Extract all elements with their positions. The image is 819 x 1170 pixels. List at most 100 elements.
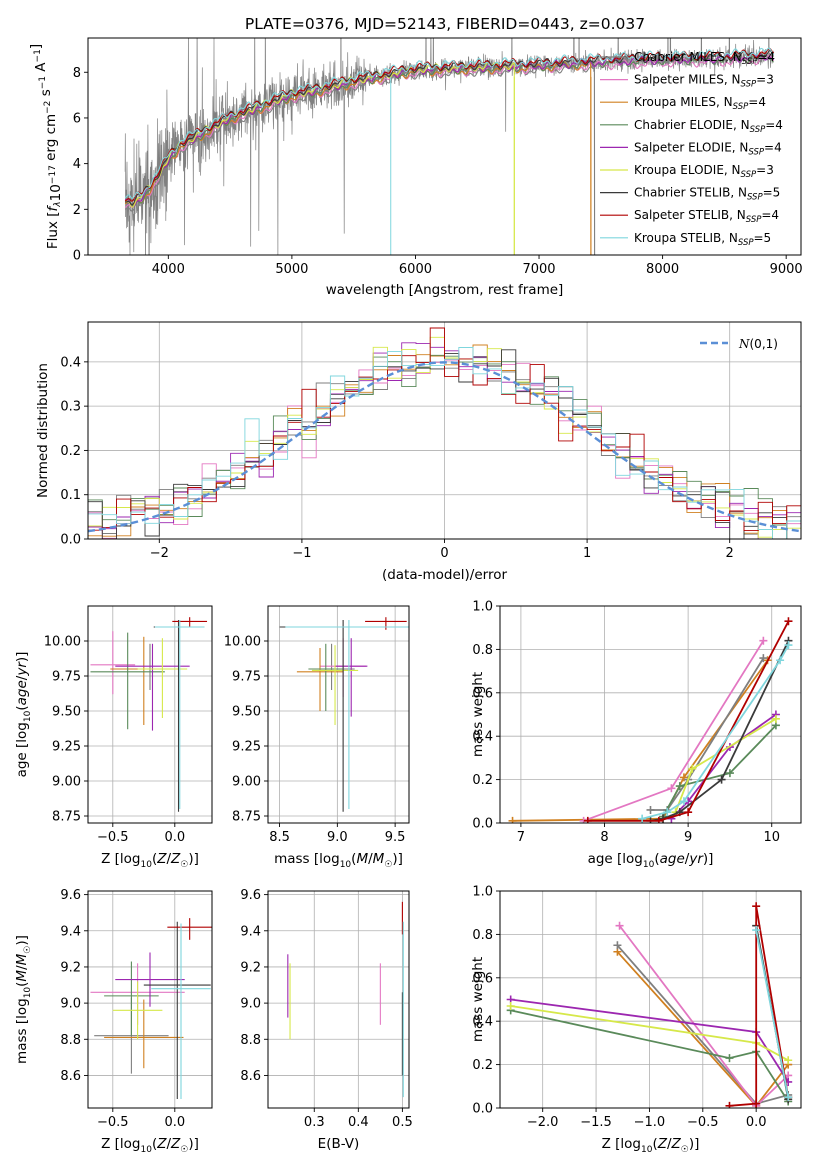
legend-label-sub: SSP (748, 147, 764, 157)
mass-weight-marker (725, 1054, 734, 1063)
mass-weight-line (650, 640, 790, 822)
y-axis-label-part: ] (28, 44, 44, 49)
x-axis-label-part: Z [log (602, 1136, 641, 1152)
y-tick-label: 0.3 (60, 400, 81, 415)
x-axis-label-part: ( (152, 851, 157, 867)
mass-weight-marker (684, 808, 693, 817)
model-spectrum-line (124, 59, 592, 255)
model-spectrum-line (124, 52, 774, 207)
x-axis-label-part: age [log (588, 851, 643, 867)
y-tick-label: 8 (73, 66, 81, 81)
mass-weight-line (618, 925, 789, 1108)
mass-weight-line (510, 1009, 789, 1102)
x-tick-label: −1 (292, 546, 311, 561)
mass-weight-marker (663, 808, 672, 817)
legend-label: Chabrier ELODIE, NSSP=4 (634, 118, 783, 135)
y-axis-label-part: −1 (38, 76, 48, 89)
x-axis-label: Z [log10(Z/Z☉)] (101, 851, 199, 870)
legend-label-symbol: N (738, 337, 750, 351)
y-tick-label: 9.0 (240, 997, 261, 1012)
y-axis-label-part: erg cm (43, 114, 59, 165)
x-axis-label: age [log10(age/yr)] (588, 851, 714, 870)
x-tick-label: 4000 (152, 262, 185, 277)
chart-age-vs-mass: 8.5 9.0 9.5 8.75 9.00 9.25 9.50 9.75 10.00 mass [… (224, 605, 410, 870)
y-tick-label: 4 (73, 157, 81, 172)
mass-weight-marker (646, 805, 655, 814)
y-tick-label: 0.0 (60, 533, 81, 548)
figure-title: PLATE=0376, MJD=52143, FIBERID=0443, z=0… (245, 15, 645, 33)
x-axis-label-part: )] (188, 1136, 199, 1152)
legend-label: Chabrier STELIB, NSSP=5 (634, 186, 780, 203)
x-tick-label: 9 (684, 830, 692, 845)
y-tick-label: 2 (73, 203, 81, 218)
axes-frame (267, 890, 410, 1109)
y-tick-label: 9.25 (232, 740, 261, 755)
y-axis-label-part: ( (14, 982, 30, 987)
legend-label-sub: SSP (741, 80, 757, 90)
legend-label-sub: SSP (733, 102, 749, 112)
y-tick-label: 9.0 (60, 997, 81, 1012)
y-tick-label: 9.50 (52, 705, 81, 720)
y-tick-label: 9.6 (240, 888, 261, 903)
legend-label-tail: =5 (754, 231, 772, 245)
x-tick-label: 0.0 (164, 1115, 185, 1130)
legend-label-main: Kroupa STELIB, N (634, 231, 738, 245)
y-axis-label: mass weight (470, 957, 486, 1042)
x-tick-label: 9.5 (385, 830, 406, 845)
y-axis-label-part: )] (14, 652, 30, 663)
mass-weight-marker (717, 775, 726, 784)
chart-residuals: −2 −1 0 1 2 0.0 0.1 0.2 0.3 0.4 N(0,1) (data-model)… (35, 321, 802, 583)
x-axis-label-part: / (667, 1136, 672, 1152)
x-axis-label-part: )] (188, 851, 199, 867)
x-axis-label-part: ☉ (180, 860, 188, 870)
legend-label-sub: SSP (742, 57, 758, 67)
x-tick-label: 6000 (399, 262, 432, 277)
x-tick-label: 5000 (275, 262, 308, 277)
legend-label-tail: =4 (748, 95, 766, 109)
y-axis-label-part: f (45, 204, 61, 211)
x-tick-label: 1 (583, 546, 591, 561)
legend-label: Kroupa ELODIE, NSSP=3 (634, 163, 774, 180)
y-tick-label: 6 (73, 111, 81, 126)
mass-weight-marker (679, 773, 688, 782)
x-axis-label-part: Z [log (101, 851, 140, 867)
y-tick-label: 9.4 (60, 924, 81, 939)
legend-label-tail: =3 (756, 73, 774, 87)
x-axis-label-part: age (660, 851, 685, 867)
y-axis-label-part: −1 (33, 49, 43, 62)
y-tick-label: 0.6 (472, 971, 493, 986)
legend-label: Salpeter STELIB, NSSP=4 (634, 208, 779, 225)
legend-label-sub: SSP (747, 193, 763, 203)
y-axis-label-part: A (33, 62, 49, 76)
y-tick-label: 9.25 (52, 740, 81, 755)
legend-label: Kroupa MILES, NSSP=4 (634, 95, 766, 112)
x-axis-label-part: 10 (340, 860, 352, 870)
x-axis-label-part: Z (156, 1136, 167, 1152)
x-axis-label-part: ☉ (180, 1145, 188, 1155)
y-tick-label: 9.00 (52, 775, 81, 790)
x-tick-label: −1.0 (634, 1115, 666, 1130)
normal-curve-line (87, 361, 802, 533)
y-tick-label: 0.2 (60, 444, 81, 459)
x-tick-label: −2.0 (527, 1115, 559, 1130)
y-tick-label: 0.6 (472, 686, 493, 701)
mass-weight-marker (506, 1002, 515, 1011)
mass-weight-marker (771, 714, 780, 723)
y-tick-label: 0.4 (60, 355, 81, 370)
x-axis-label-part: / (685, 851, 690, 867)
x-axis-label: wavelength [Angstrom, rest frame] (326, 282, 564, 298)
chart-mass-vs-Z: −0.5 0.08.68.89.09.29.49.6Z [log10(Z/Z☉)]… (14, 888, 213, 1155)
y-tick-label: 0.4 (472, 1015, 493, 1030)
mass-weight-marker (688, 764, 697, 773)
y-tick-label: 0.8 (472, 928, 493, 943)
x-tick-label: −1.5 (580, 1115, 612, 1130)
y-axis-label-part: −17 (48, 165, 58, 184)
x-axis-label-part: Z (657, 1136, 668, 1152)
mass-weight-line (755, 929, 790, 1098)
legend-label-main: Salpeter STELIB, N (634, 208, 746, 222)
mass-weight-marker (759, 654, 768, 663)
y-axis-label-part: s (38, 89, 54, 100)
y-tick-label: 0.2 (472, 1058, 493, 1073)
y-tick-label: 8.8 (240, 1033, 261, 1048)
